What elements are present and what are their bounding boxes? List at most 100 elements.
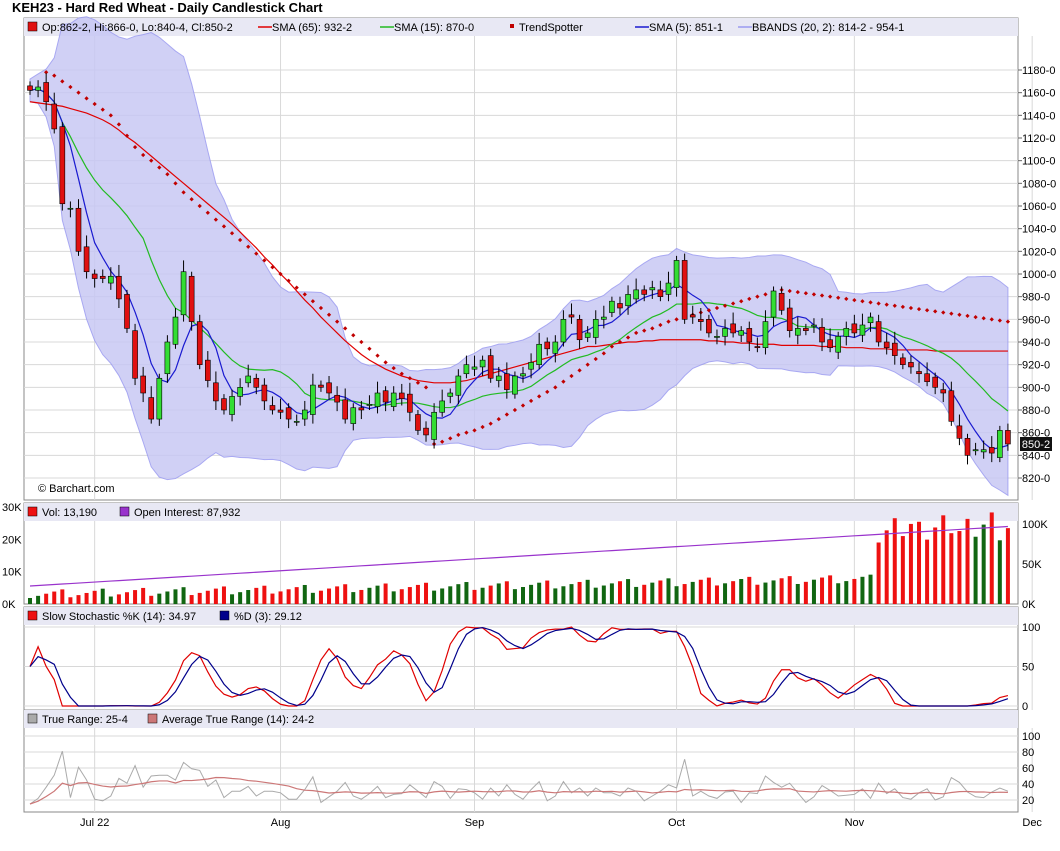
- candle: [786, 298, 793, 338]
- candle-body: [932, 376, 938, 388]
- candle: [91, 269, 98, 288]
- volume-bar: [407, 587, 412, 604]
- candle-body: [601, 316, 607, 320]
- candle-body: [261, 384, 268, 402]
- volume-bar: [367, 587, 372, 604]
- candle-body: [689, 314, 696, 318]
- candle: [51, 92, 58, 134]
- candle: [326, 376, 332, 400]
- candle: [213, 371, 219, 410]
- tr-tick-label: 40: [1022, 779, 1034, 791]
- price-tick-label: 1120-0: [1022, 133, 1055, 145]
- volume-bar: [747, 576, 752, 604]
- legend-swatch: [27, 506, 38, 517]
- candle-body: [528, 362, 534, 370]
- candle: [738, 326, 745, 342]
- volume-bar: [698, 579, 703, 604]
- candle: [956, 414, 963, 446]
- volume-bar: [609, 583, 614, 604]
- candle-body: [51, 103, 58, 130]
- candle-body: [75, 207, 82, 252]
- legend-label: Slow Stochastic %K (14): 34.97: [42, 611, 196, 623]
- trendspotter-dot: [836, 295, 841, 300]
- trendspotter-dot: [1005, 319, 1011, 324]
- volume-bar: [545, 580, 550, 604]
- candle: [277, 398, 284, 420]
- candle: [245, 364, 252, 388]
- volume-bar: [634, 586, 639, 604]
- candle-body: [310, 384, 316, 415]
- candle-body: [99, 275, 106, 279]
- stoch-tick-label: 100: [1022, 622, 1040, 634]
- volume-bar: [537, 582, 542, 604]
- volume-bar: [731, 581, 736, 604]
- volume-bar: [213, 588, 218, 604]
- candle: [423, 421, 429, 442]
- candle: [649, 280, 656, 299]
- volume-bar: [844, 581, 849, 604]
- trendspotter-dot: [132, 144, 138, 150]
- candle: [827, 328, 833, 353]
- trendspotter-dot: [407, 376, 412, 381]
- candle-body: [132, 330, 138, 379]
- trendspotter-dot: [270, 265, 275, 270]
- stoch-k-line: [29, 626, 1009, 707]
- volume-bar: [585, 579, 590, 604]
- volume-bar: [521, 587, 525, 604]
- candle: [665, 271, 672, 302]
- volume-bar: [957, 531, 962, 604]
- candle: [552, 335, 559, 363]
- candle: [301, 400, 308, 426]
- candle-body: [698, 319, 704, 322]
- candle-body: [188, 275, 195, 322]
- trendspotter-dot: [149, 158, 154, 163]
- candle: [576, 314, 583, 349]
- candle-body: [722, 328, 728, 337]
- trendspotter-dot: [60, 79, 65, 84]
- candle: [657, 280, 664, 302]
- trendspotter-dot: [844, 296, 849, 302]
- trendspotter-dot: [197, 203, 202, 209]
- candle-body: [35, 86, 41, 91]
- volume-bar: [456, 584, 461, 604]
- volume-bar: [60, 589, 65, 604]
- candle-body: [277, 409, 284, 413]
- trendspotter-dot: [496, 416, 501, 422]
- candle-body: [67, 207, 74, 210]
- candle: [908, 355, 914, 374]
- candle-body: [786, 307, 793, 331]
- price-tick-label: 1020-0: [1022, 246, 1056, 258]
- trendspotter-dot: [415, 380, 421, 385]
- volume-bar: [383, 583, 388, 604]
- volume-bar: [529, 584, 534, 604]
- trendspotter-dot: [157, 165, 162, 170]
- trendspotter-dot: [787, 288, 792, 294]
- candle: [803, 323, 809, 336]
- candle: [148, 386, 155, 424]
- candle: [592, 310, 599, 345]
- candle: [980, 440, 987, 459]
- trendspotter-dot: [326, 312, 332, 317]
- candle: [940, 382, 947, 403]
- volume-bar: [464, 582, 469, 604]
- legend-swatch: [119, 506, 130, 517]
- trendspotter-dot: [278, 271, 283, 277]
- candle: [108, 267, 114, 290]
- volume-bar: [68, 597, 73, 604]
- trendspotter-dot: [941, 310, 946, 315]
- candle-body: [471, 366, 478, 370]
- volume-bar: [415, 584, 420, 604]
- candle-body: [455, 375, 462, 396]
- candle: [229, 389, 235, 422]
- candle: [188, 271, 195, 331]
- candle: [318, 380, 324, 392]
- candle-body: [237, 387, 243, 397]
- trendspotter-dot: [213, 217, 219, 222]
- trendspotter-dot: [714, 305, 720, 311]
- candle-body: [730, 323, 736, 334]
- volume-bar: [496, 583, 501, 604]
- candle-body: [657, 289, 664, 297]
- volume-bar: [327, 588, 332, 604]
- candle: [237, 378, 243, 406]
- volume-bar: [787, 576, 792, 604]
